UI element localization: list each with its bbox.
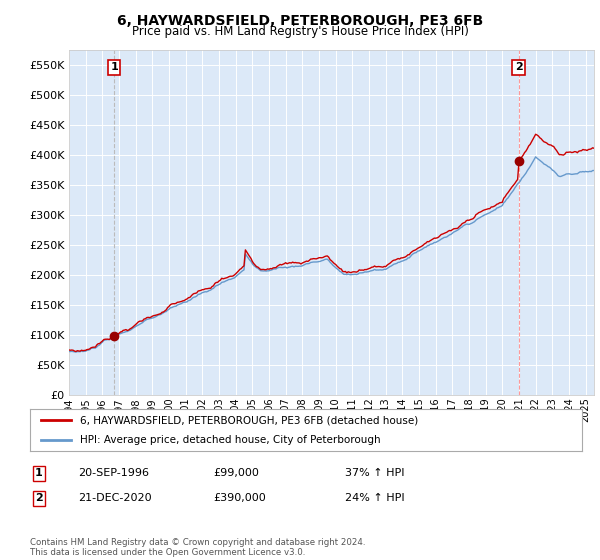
Text: HPI: Average price, detached house, City of Peterborough: HPI: Average price, detached house, City… — [80, 435, 380, 445]
Text: 21-DEC-2020: 21-DEC-2020 — [78, 493, 152, 503]
Text: £390,000: £390,000 — [213, 493, 266, 503]
Text: Price paid vs. HM Land Registry's House Price Index (HPI): Price paid vs. HM Land Registry's House … — [131, 25, 469, 38]
Text: Contains HM Land Registry data © Crown copyright and database right 2024.
This d: Contains HM Land Registry data © Crown c… — [30, 538, 365, 557]
Text: 1: 1 — [35, 468, 43, 478]
Text: 20-SEP-1996: 20-SEP-1996 — [78, 468, 149, 478]
Text: 37% ↑ HPI: 37% ↑ HPI — [345, 468, 404, 478]
Text: 6, HAYWARDSFIELD, PETERBOROUGH, PE3 6FB: 6, HAYWARDSFIELD, PETERBOROUGH, PE3 6FB — [117, 14, 483, 28]
Text: 24% ↑ HPI: 24% ↑ HPI — [345, 493, 404, 503]
Text: 2: 2 — [515, 63, 523, 72]
Text: 1: 1 — [110, 63, 118, 72]
Text: 6, HAYWARDSFIELD, PETERBOROUGH, PE3 6FB (detached house): 6, HAYWARDSFIELD, PETERBOROUGH, PE3 6FB … — [80, 415, 418, 425]
Text: £99,000: £99,000 — [213, 468, 259, 478]
Text: 2: 2 — [35, 493, 43, 503]
